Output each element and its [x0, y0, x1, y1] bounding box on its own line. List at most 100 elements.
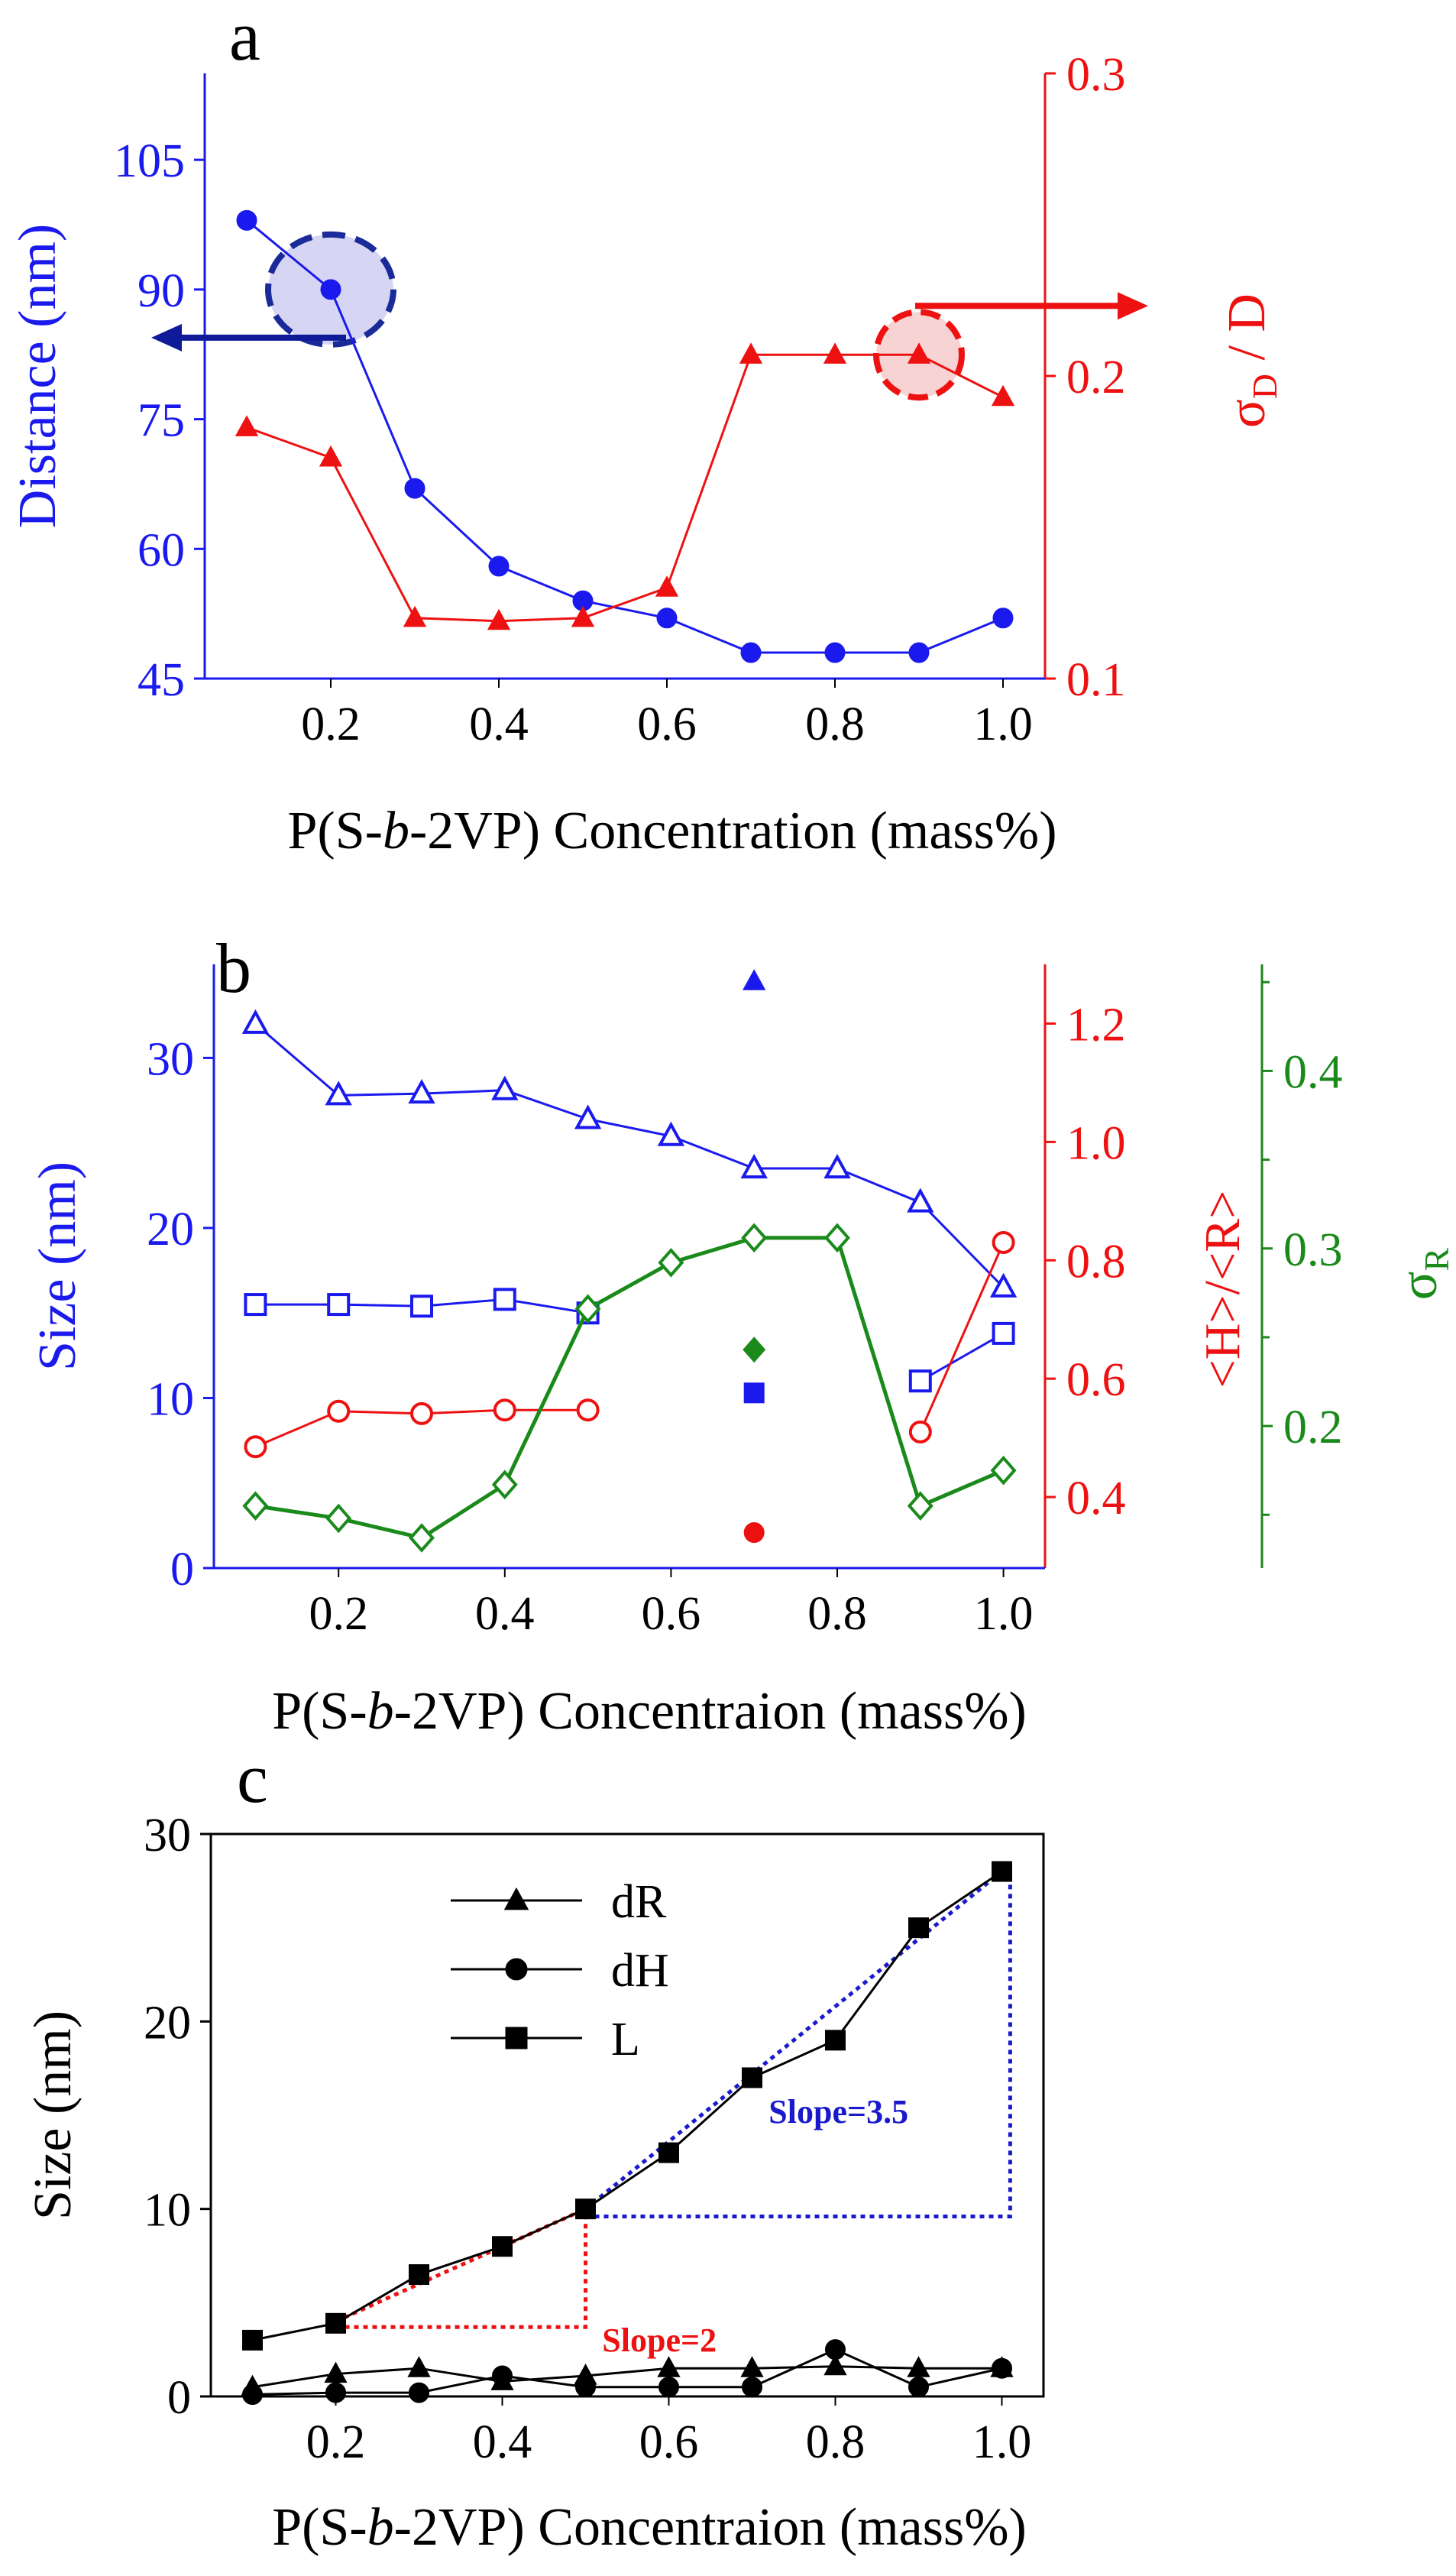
a-ylabel: Distance (nm)	[8, 224, 67, 528]
c-L-point-8	[908, 1917, 929, 1939]
b-series-0-point-5	[657, 1121, 685, 1146]
panel-label-c: c	[237, 1739, 268, 1817]
c-xtick-label-2: 0.6	[639, 2416, 699, 2468]
b-series-2-point-8	[908, 1420, 932, 1444]
b-series-3-point-9	[990, 1455, 1017, 1486]
c-L-point-2	[409, 2264, 429, 2286]
a-sigma-point-8	[907, 342, 931, 364]
b-series-0-point-7	[823, 1153, 851, 1179]
b-ylabel: Size (nm)	[28, 1162, 87, 1371]
c-legend-marker-0	[503, 1887, 529, 1910]
b-y2tick-label-1: 0.6	[1066, 1354, 1126, 1406]
b-y3tick-label-2: 0.4	[1283, 1046, 1343, 1098]
a-ytick-label-1: 60	[138, 524, 185, 576]
b-xlabel-part2: b	[367, 1682, 394, 1741]
c-ytick-label-3: 30	[144, 1810, 191, 1862]
a-xtick-label-0: 0.2	[301, 698, 361, 750]
c-dH-point-1	[325, 2382, 346, 2403]
b-series-3-point-3	[491, 1469, 518, 1500]
c-xlabel-part2: b	[367, 2498, 394, 2557]
a-xtick-label-1: 0.4	[469, 698, 529, 750]
c-L-point-5	[658, 2142, 679, 2163]
a-sigma-point-2	[403, 605, 427, 627]
b-series-0-point-6	[740, 1153, 768, 1179]
c-xtick-label-1: 0.4	[473, 2416, 532, 2468]
c-legend-marker-2	[505, 2027, 528, 2049]
b-ytick-label-1: 10	[147, 1373, 194, 1425]
c-xtick-label-4: 1.0	[972, 2416, 1032, 2468]
b-series-0-point-9	[989, 1272, 1018, 1298]
a-distance-point-5	[656, 608, 678, 629]
b-y3label-sub: R	[1417, 1247, 1456, 1271]
a-distance-point-6	[740, 642, 762, 663]
b-xtick-label-2: 0.6	[642, 1588, 701, 1640]
b-series-0-line-0	[254, 1022, 1005, 1288]
b-ytick-label-3: 30	[147, 1033, 194, 1085]
a-distance-point-2	[404, 478, 425, 499]
a-xtick-label-4: 1.0	[973, 698, 1033, 750]
b-series-3-point-5	[658, 1248, 684, 1278]
b-series-1-point-2	[410, 1294, 433, 1318]
a-sigma-point-3	[487, 608, 511, 630]
c-dH-point-2	[409, 2382, 429, 2403]
a-distance-point-9	[992, 608, 1014, 629]
b-series-3-point-4	[574, 1294, 601, 1324]
a-xlabel: P(S-b-2VP) Concentration (mass%)	[287, 802, 1056, 860]
a-distance-point-0	[236, 209, 257, 231]
c-L-point-7	[825, 2030, 846, 2051]
a-y2tick-label-1: 0.2	[1066, 352, 1126, 403]
c-L-point-6	[742, 2067, 762, 2088]
a-ytick-label-2: 75	[138, 395, 185, 447]
a-xtick-label-3: 0.8	[805, 698, 865, 750]
chart-panel-c: 0 10 20 30 0.2 0.4 0.6 0.8 1.0 Slope=2 Slope=3.5 dR…	[24, 1810, 1045, 2557]
c-series-L-line-0	[252, 1870, 1003, 2341]
c-slope2-triangle	[335, 2208, 587, 2329]
a-distance-point-7	[824, 642, 846, 663]
b-series-2-point-2	[410, 1401, 433, 1425]
a-y2label: σD / D	[1218, 293, 1284, 428]
c-L-point-4	[575, 2199, 596, 2220]
a-sigma-point-6	[739, 342, 763, 364]
b-series-0-point-2	[408, 1079, 435, 1104]
c-xlabel-part3: -2VP) Concentraion (mass%)	[394, 2498, 1027, 2557]
c-frame	[209, 1832, 1045, 2398]
b-series-0-point-1	[325, 1081, 352, 1106]
a-arrow-left-head	[151, 323, 182, 352]
c-ylabel: Size (nm)	[24, 2011, 83, 2220]
b-filled-point-3	[743, 1522, 765, 1544]
c-L-point-9	[992, 1861, 1012, 1882]
b-series-1-line-1	[920, 1332, 1005, 1382]
c-xlabel-part1: P(S-	[272, 2498, 367, 2557]
b-y2tick-label-3: 1.0	[1066, 1117, 1126, 1169]
b-series-3-point-7	[824, 1223, 850, 1253]
b-series-2-point-1	[327, 1399, 351, 1423]
c-dR-point-7	[823, 2354, 847, 2376]
a-y2label-sub: D	[1245, 374, 1284, 399]
b-y2tick-label-0: 0.4	[1066, 1473, 1126, 1525]
a-y2tick-label-2: 0.3	[1066, 49, 1126, 101]
b-series-1-point-0	[244, 1293, 267, 1317]
b-series-3-line-0	[255, 1236, 1005, 1541]
c-xtick-label-0: 0.2	[306, 2416, 366, 2468]
c-L-point-1	[325, 2312, 346, 2334]
c-legend-label-0: dR	[611, 1876, 667, 1928]
b-xlabel-part3: -2VP) Concentraion (mass%)	[394, 1682, 1027, 1741]
c-dR-point-5	[657, 2356, 681, 2377]
a-y2tick-label-0: 0.1	[1066, 654, 1126, 706]
b-xlabel: P(S-b-2VP) Concentraion (mass%)	[272, 1682, 1027, 1741]
a-distance-point-8	[908, 642, 930, 663]
b-xtick-label-0: 0.2	[309, 1588, 368, 1640]
b-series-0-point-4	[574, 1104, 602, 1129]
c-dH-point-0	[242, 2384, 263, 2406]
b-series-0-point-3	[491, 1075, 519, 1100]
b-series-1-point-9	[992, 1321, 1015, 1345]
c-dH-point-9	[992, 2357, 1012, 2379]
a-xtick-label-2: 0.6	[637, 698, 697, 750]
a-xlabel-part2: b	[383, 802, 409, 860]
c-dR-point-8	[907, 2356, 930, 2377]
b-filled-point-1	[743, 1337, 766, 1363]
b-series-3-point-1	[325, 1503, 352, 1534]
c-ytick-label-1: 10	[144, 2185, 191, 2237]
panel-label-a: a	[229, 0, 260, 75]
